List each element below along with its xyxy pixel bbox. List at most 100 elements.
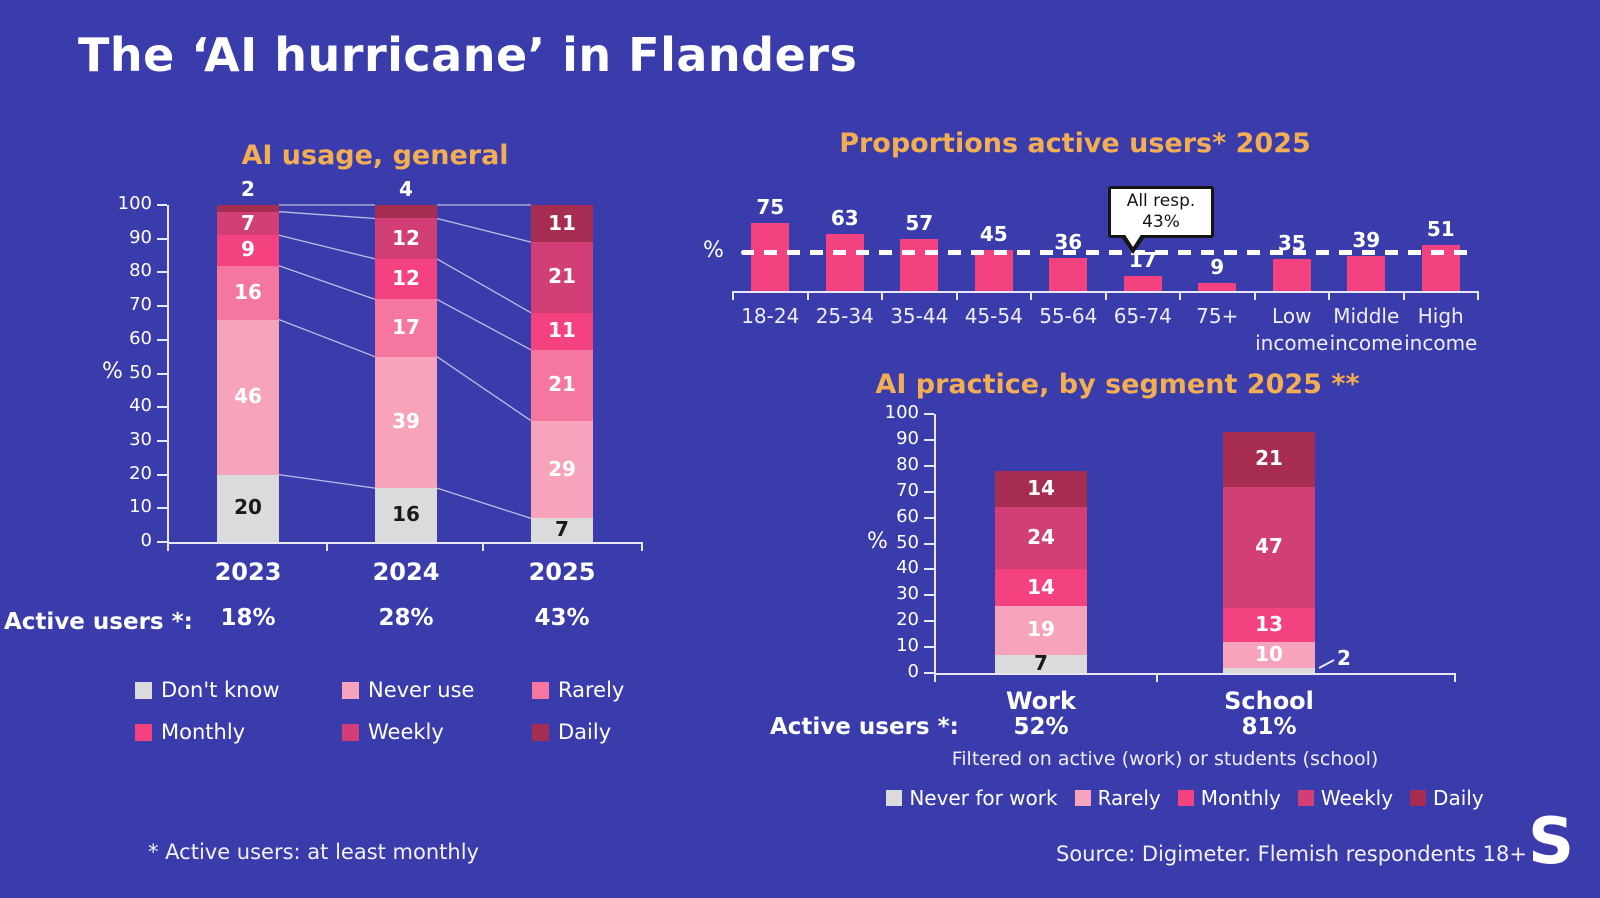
usage-bar-segment-never-use bbox=[375, 356, 437, 489]
legend-swatch bbox=[532, 723, 549, 741]
ai-usage-chart-title: AI usage, general bbox=[241, 140, 509, 171]
y-axis-tick bbox=[924, 413, 934, 415]
prop-bar-75 bbox=[1198, 282, 1237, 291]
legend-label: Never use bbox=[368, 678, 475, 702]
prop-bar-55-64 bbox=[1049, 258, 1088, 291]
y-axis-line bbox=[934, 414, 936, 675]
prop-bar-45-54 bbox=[974, 250, 1013, 291]
prop-bar-value: 63 bbox=[830, 205, 859, 230]
y-axis-tick bbox=[924, 594, 934, 597]
y-axis-tick-label: 100 bbox=[117, 193, 152, 214]
callout-line2: 43% bbox=[1142, 212, 1180, 232]
practice-category-label: School bbox=[1224, 687, 1314, 715]
x-axis-line bbox=[934, 673, 1456, 675]
footnote: * Active users: at least monthly bbox=[148, 840, 479, 864]
active-users-value: 81% bbox=[1241, 714, 1297, 740]
usage-segment-value: 7 bbox=[555, 517, 569, 542]
prop-bar-value: 9 bbox=[1210, 254, 1225, 279]
page-title: The ‘AI hurricane’ in Flanders bbox=[78, 28, 858, 82]
connector-line bbox=[278, 234, 376, 260]
prop-category-label: Low income bbox=[1255, 304, 1329, 355]
legend-item-don-t-know: Don't know bbox=[135, 678, 280, 702]
legend-label: Rarely bbox=[1097, 786, 1161, 810]
y-axis-tick-label: 10 bbox=[129, 496, 152, 518]
callout-line1: All resp. bbox=[1126, 191, 1196, 211]
y-axis-tick-label: 60 bbox=[896, 505, 919, 527]
legend-swatch bbox=[135, 723, 152, 741]
usage-bar-segment-weekly bbox=[531, 242, 593, 313]
prop-category-label: 18-24 bbox=[741, 304, 800, 328]
prop-category-label: 65-74 bbox=[1113, 304, 1172, 328]
practice-segment-value: 2 bbox=[1337, 646, 1351, 670]
active-users-value: 28% bbox=[378, 605, 434, 631]
usage-category-label: 2024 bbox=[372, 558, 440, 586]
practice-bar-segment-rarely bbox=[1223, 641, 1315, 668]
usage-segment-value: 39 bbox=[392, 409, 420, 434]
practice-bar-segment-weekly bbox=[995, 507, 1087, 570]
y-axis-tick-label: 100 bbox=[884, 402, 919, 423]
y-axis-tick-label: 90 bbox=[129, 226, 152, 248]
usage-bar-segment-rarely bbox=[375, 299, 437, 357]
legend-label: Rarely bbox=[558, 678, 625, 702]
usage-segment-value: 21 bbox=[548, 264, 576, 289]
practice-segment-value: 10 bbox=[1255, 641, 1283, 666]
y-axis-tick-label: 50 bbox=[896, 531, 919, 553]
usage-bar-segment-weekly bbox=[375, 218, 437, 259]
ai-usage-plot: 0 10 20 30 40 50 60 70 80 90 100% 20 46 16 9 7 2 2023 16 39… bbox=[102, 177, 673, 586]
prop-category-label: 25-34 bbox=[815, 304, 874, 328]
usage-category-label: 2023 bbox=[214, 558, 282, 586]
source-text: Source: Digimeter. Flemish respondents 1… bbox=[1056, 842, 1527, 866]
usage-bar-segment-daily bbox=[375, 205, 437, 219]
x-axis-tick bbox=[167, 542, 169, 551]
y-axis-tick-label: 10 bbox=[896, 635, 919, 657]
x-axis-tick bbox=[1328, 291, 1330, 300]
practice-active-users-row: Active users *: 52% 81% bbox=[0, 712, 1500, 746]
x-axis-tick bbox=[326, 542, 328, 551]
x-axis-tick bbox=[881, 291, 883, 300]
x-axis-tick bbox=[934, 673, 936, 682]
practice-segment-value: 7 bbox=[1034, 650, 1048, 675]
legend-swatch bbox=[1074, 790, 1091, 806]
legend-swatch bbox=[342, 681, 359, 699]
proportions-plot: % 75 18-24 63 25-34 57 35-44 45 45-54 36 55-64 17 65… bbox=[703, 180, 1479, 355]
connector-line bbox=[278, 473, 376, 489]
practice-category-label: Work bbox=[1006, 687, 1076, 715]
all-respondents-callout: All resp. 43% bbox=[1108, 186, 1214, 238]
connector-line bbox=[436, 356, 532, 422]
y-axis-tick-label: 0 bbox=[140, 530, 152, 551]
practice-segment-value: 13 bbox=[1255, 612, 1283, 637]
connector-line bbox=[436, 258, 532, 314]
prop-bar-65-74 bbox=[1123, 275, 1162, 291]
practice-segment-value: 19 bbox=[1027, 617, 1055, 642]
legend-swatch bbox=[1410, 790, 1427, 806]
prop-bar-middle-income bbox=[1347, 255, 1386, 291]
practice-legend: Never for work Rarely Monthly Weekly Daily bbox=[790, 786, 1580, 810]
y-axis-tick-label: 30 bbox=[896, 583, 919, 605]
prop-bar-value: 51 bbox=[1426, 216, 1455, 241]
usage-bar-segment-don-t-know bbox=[375, 488, 437, 542]
proportions-chart-title: Proportions active users* 2025 bbox=[839, 128, 1311, 159]
brand-logo: S bbox=[1528, 805, 1575, 879]
usage-connector-lines bbox=[278, 204, 532, 520]
usage-active-users-row: Active users *: 18% 28% 43% bbox=[0, 605, 720, 639]
x-axis-tick bbox=[1156, 673, 1158, 682]
y-axis-tick bbox=[924, 516, 934, 519]
usage-bar-segment-don-t-know bbox=[217, 474, 279, 542]
usage-segment-value: 7 bbox=[241, 210, 255, 235]
practice-bar-segment-never-for-work bbox=[995, 654, 1087, 673]
y-axis-tick bbox=[157, 406, 167, 409]
y-axis-tick bbox=[157, 305, 167, 308]
x-axis-tick bbox=[732, 291, 734, 300]
practice-bar-segment-never-for-work bbox=[1223, 667, 1315, 673]
usage-bar-segment-weekly bbox=[217, 211, 279, 236]
legend-label: Never for work bbox=[909, 786, 1058, 810]
legend-item-daily: Daily bbox=[1410, 786, 1484, 810]
usage-bar-segment-daily bbox=[217, 205, 279, 212]
active-users-value: 18% bbox=[220, 605, 276, 631]
ai-practice-chart-title: AI practice, by segment 2025 ** bbox=[875, 369, 1360, 400]
legend-item-rarely: Rarely bbox=[1074, 786, 1161, 810]
prop-bar-18-24 bbox=[751, 222, 790, 291]
legend-swatch bbox=[532, 681, 549, 699]
usage-legend: Don't know Never use Rarely Monthly Weekly Da… bbox=[135, 678, 755, 768]
usage-bar-segment-never-use bbox=[531, 420, 593, 519]
